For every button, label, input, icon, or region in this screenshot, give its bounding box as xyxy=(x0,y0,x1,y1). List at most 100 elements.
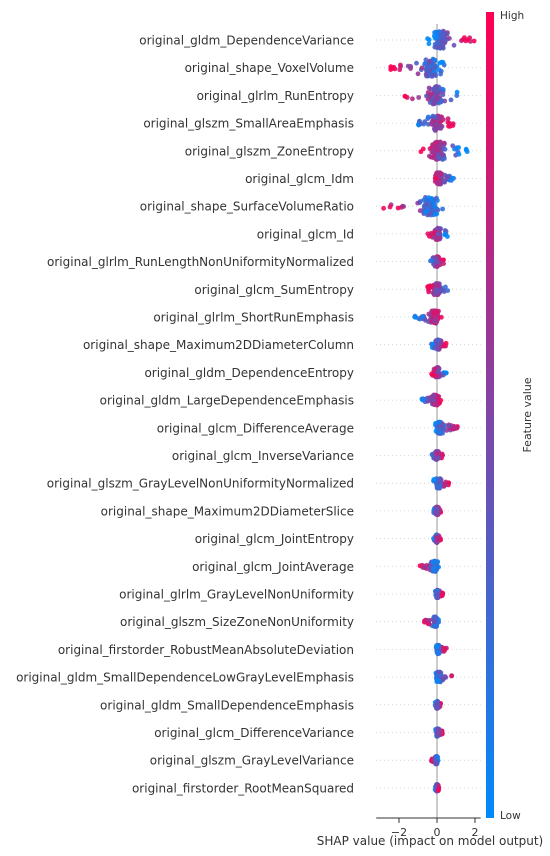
shap-point xyxy=(445,116,451,122)
shap-point xyxy=(438,34,444,40)
feature-label: original_gldm_SmallDependenceEmphasis xyxy=(100,698,354,712)
feature-points xyxy=(431,504,444,518)
shap-point xyxy=(432,615,437,620)
shap-point xyxy=(440,59,446,65)
shap-point xyxy=(433,84,439,89)
feature-points xyxy=(433,642,449,657)
x-tick-label: −2 xyxy=(391,826,407,839)
feature-label: original_glrlm_ShortRunEmphasis xyxy=(153,311,354,325)
shap-point xyxy=(398,62,403,68)
shap-point xyxy=(410,96,415,102)
shap-point xyxy=(435,231,441,237)
shap-point xyxy=(436,337,441,343)
shap-point xyxy=(432,98,438,104)
shap-point xyxy=(437,124,442,129)
shap-point xyxy=(432,757,438,762)
shap-point xyxy=(447,423,452,429)
shap-point xyxy=(423,619,428,625)
shap-point xyxy=(437,483,443,489)
shap-point xyxy=(428,230,434,236)
shap-point xyxy=(436,619,442,625)
shap-point xyxy=(416,95,422,100)
shap-point xyxy=(436,677,441,683)
shap-point xyxy=(432,393,437,399)
shap-point xyxy=(427,202,433,208)
feature-label: original_glszm_SizeZoneNonUniformity xyxy=(120,615,354,629)
shap-point xyxy=(418,121,424,127)
shap-point xyxy=(445,174,451,180)
shap-point xyxy=(428,284,433,289)
feature-label: original_glcm_SumEntropy xyxy=(194,283,354,297)
shap-point xyxy=(438,45,444,50)
shap-point xyxy=(424,198,430,204)
colorbar-high-label: High xyxy=(500,10,524,22)
feature-labels: original_gldm_DependenceVariance original… xyxy=(16,34,354,796)
shap-point xyxy=(434,451,440,457)
feature-points xyxy=(417,558,441,574)
feature-label: original_glcm_DifferenceVariance xyxy=(154,726,354,740)
feature-points xyxy=(425,281,451,298)
shap-point xyxy=(437,145,442,151)
shap-point xyxy=(415,200,421,206)
shap-point xyxy=(433,175,439,181)
feature-points xyxy=(422,614,442,629)
shap-point xyxy=(435,312,440,318)
shap-point xyxy=(420,314,425,320)
shap-point xyxy=(434,316,440,322)
shap-point xyxy=(426,287,431,293)
beeswarm-points xyxy=(381,28,477,794)
x-tick-label: 0 xyxy=(434,826,441,839)
shap-point xyxy=(456,145,461,150)
shap-point xyxy=(435,369,441,375)
shap-point xyxy=(460,37,466,42)
shap-point xyxy=(434,456,440,461)
feature-label: original_shape_VoxelVolume xyxy=(185,61,354,75)
shap-point xyxy=(456,151,462,157)
shap-point xyxy=(425,121,431,127)
feature-points xyxy=(402,84,460,107)
shap-point xyxy=(451,42,457,48)
shap-point xyxy=(445,119,451,125)
shap-point xyxy=(431,477,437,482)
shap-point xyxy=(433,291,438,297)
feature-points xyxy=(388,56,447,79)
shap-point xyxy=(434,44,439,50)
feature-points xyxy=(432,698,444,711)
shap-point xyxy=(435,420,441,426)
shap-point xyxy=(388,64,394,70)
shap-point xyxy=(443,675,449,680)
shap-point xyxy=(465,37,471,43)
shap-point xyxy=(446,123,451,129)
shap-point xyxy=(427,617,433,623)
shap-point xyxy=(427,58,433,64)
shap-point xyxy=(434,373,440,379)
colorbar-low-label: Low xyxy=(500,810,521,822)
shap-point xyxy=(439,593,445,598)
shap-point xyxy=(435,283,441,289)
shap-point xyxy=(433,29,439,35)
x-tick-label: 2 xyxy=(472,826,479,839)
shap-point xyxy=(415,71,421,77)
feature-label: original_glcm_DifferenceAverage xyxy=(157,421,354,435)
shap-point xyxy=(440,87,446,92)
shap-point xyxy=(439,151,445,157)
shap-point xyxy=(408,64,414,69)
shap-point xyxy=(402,93,408,99)
shap-point xyxy=(445,234,450,240)
shap-point xyxy=(387,204,393,210)
shap-point xyxy=(425,36,430,42)
x-axis-ticks: −2 0 2 xyxy=(391,818,479,839)
shap-point xyxy=(419,562,425,568)
feature-label: original_glrlm_GrayLevelNonUniformity xyxy=(119,588,354,602)
shap-point xyxy=(449,673,454,679)
feature-label: original_gldm_SmallDependenceLowGrayLeve… xyxy=(16,671,354,685)
shap-point xyxy=(430,372,435,378)
shap-point xyxy=(434,263,440,269)
shap-point xyxy=(435,207,441,213)
shap-point xyxy=(463,146,469,152)
shap-point xyxy=(435,181,441,187)
shap-point xyxy=(423,317,428,323)
feature-points xyxy=(429,365,449,380)
shap-point xyxy=(429,74,435,79)
feature-label: original_glrlm_RunLengthNonUniformityNor… xyxy=(47,255,354,269)
